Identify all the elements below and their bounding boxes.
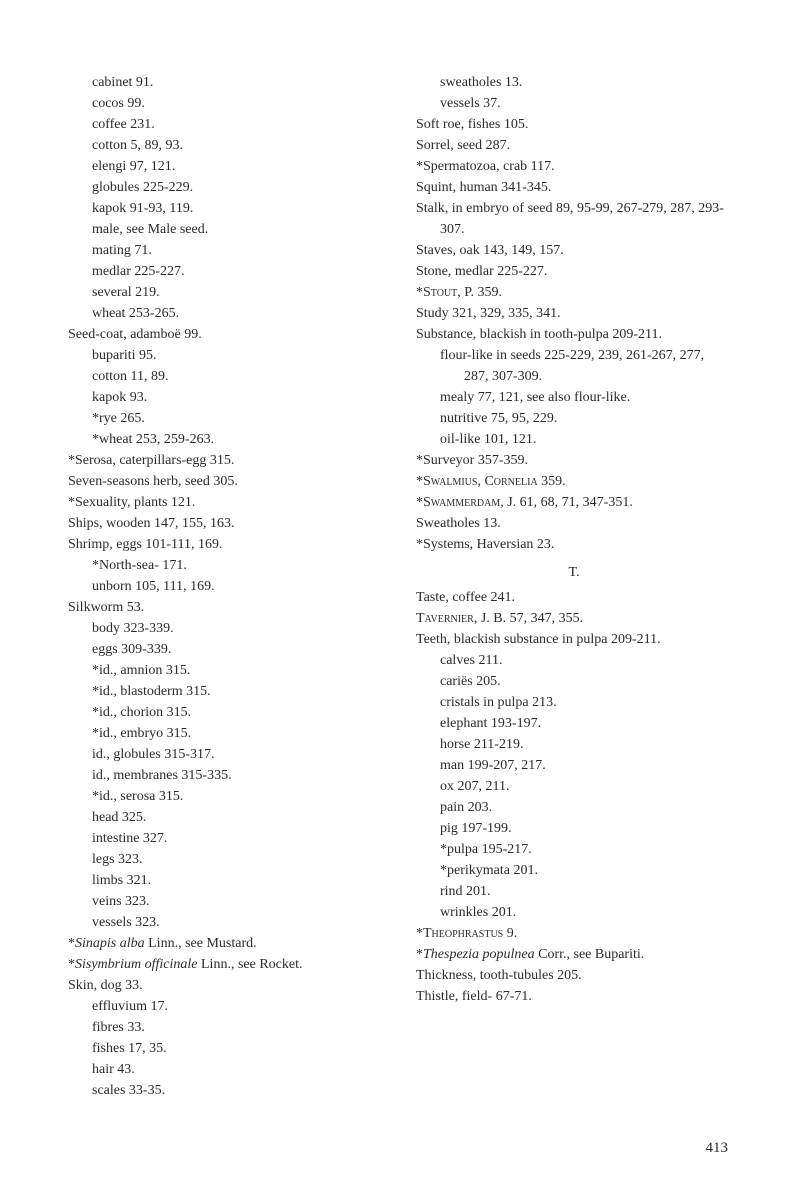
index-entry: *Spermatozoa, crab 117.: [416, 156, 732, 177]
index-entry: *Theophrastus 9.: [416, 923, 732, 944]
index-entry: effluvium 17.: [68, 996, 384, 1017]
index-entry: veins 323.: [68, 891, 384, 912]
index-entry: Substance, blackish in tooth-pulpa 209-2…: [416, 324, 732, 345]
index-entry: bupariti 95.: [68, 345, 384, 366]
index-entry: *pulpa 195-217.: [416, 839, 732, 860]
index-entry: nutritive 75, 95, 229.: [416, 408, 732, 429]
index-entry: Stalk, in embryo of seed 89, 95-99, 267-…: [416, 198, 732, 240]
index-entry: *Sexuality, plants 121.: [68, 492, 384, 513]
index-entry: *North-sea- 171.: [68, 555, 384, 576]
index-entry: Squint, human 341-345.: [416, 177, 732, 198]
index-entry: pig 197-199.: [416, 818, 732, 839]
index-entry: coffee 231.: [68, 114, 384, 135]
index-entry: scales 33-35.: [68, 1080, 384, 1101]
index-entry: flour-like in seeds 225-229, 239, 261-26…: [416, 345, 732, 387]
index-entry: *Surveyor 357-359.: [416, 450, 732, 471]
index-entry: *rye 265.: [68, 408, 384, 429]
index-entry: cocos 99.: [68, 93, 384, 114]
index-entry: sweatholes 13.: [416, 72, 732, 93]
index-entry: Taste, coffee 241.: [416, 587, 732, 608]
index-entry: cotton 5, 89, 93.: [68, 135, 384, 156]
index-entry: mating 71.: [68, 240, 384, 261]
index-entry: *id., embryo 315.: [68, 723, 384, 744]
index-entry: several 219.: [68, 282, 384, 303]
index-entry: mealy 77, 121, see also flour-like.: [416, 387, 732, 408]
index-entry: head 325.: [68, 807, 384, 828]
index-columns: cabinet 91.cocos 99.coffee 231.cotton 5,…: [68, 72, 732, 1101]
index-entry: cotton 11, 89.: [68, 366, 384, 387]
index-entry: Seed-coat, adamboë 99.: [68, 324, 384, 345]
index-entry: Thistle, field- 67-71.: [416, 986, 732, 1007]
index-entry: kapok 93.: [68, 387, 384, 408]
index-entry: legs 323.: [68, 849, 384, 870]
index-entry: cabinet 91.: [68, 72, 384, 93]
index-entry: *Stout, P. 359.: [416, 282, 732, 303]
index-entry: body 323-339.: [68, 618, 384, 639]
index-entry: Study 321, 329, 335, 341.: [416, 303, 732, 324]
index-entry: calves 211.: [416, 650, 732, 671]
index-entry: Staves, oak 143, 149, 157.: [416, 240, 732, 261]
page-number: 413: [706, 1140, 729, 1157]
index-entry: Ships, wooden 147, 155, 163.: [68, 513, 384, 534]
index-entry: oil-like 101, 121.: [416, 429, 732, 450]
index-entry: *Serosa, caterpillars-egg 315.: [68, 450, 384, 471]
index-entry: Stone, medlar 225-227.: [416, 261, 732, 282]
index-entry: pain 203.: [416, 797, 732, 818]
index-entry: Seven-seasons herb, seed 305.: [68, 471, 384, 492]
index-entry: *Sisymbrium officinale Linn., see Rocket…: [68, 954, 384, 975]
index-entry: cariës 205.: [416, 671, 732, 692]
index-entry: *perikymata 201.: [416, 860, 732, 881]
index-entry: wheat 253-265.: [68, 303, 384, 324]
index-entry: *Swalmius, Cornelia 359.: [416, 471, 732, 492]
index-entry: kapok 91-93, 119.: [68, 198, 384, 219]
index-entry: *id., chorion 315.: [68, 702, 384, 723]
index-entry: globules 225-229.: [68, 177, 384, 198]
index-entry: Teeth, blackish substance in pulpa 209-2…: [416, 629, 732, 650]
index-entry: elengi 97, 121.: [68, 156, 384, 177]
index-entry: horse 211-219.: [416, 734, 732, 755]
index-entry: man 199-207, 217.: [416, 755, 732, 776]
index-entry: Soft roe, fishes 105.: [416, 114, 732, 135]
index-entry: eggs 309-339.: [68, 639, 384, 660]
index-entry: *Sinapis alba Linn., see Mustard.: [68, 933, 384, 954]
index-entry: Silkworm 53.: [68, 597, 384, 618]
index-entry: elephant 193-197.: [416, 713, 732, 734]
index-entry: medlar 225-227.: [68, 261, 384, 282]
index-entry: *Thespezia populnea Corr., see Bupariti.: [416, 944, 732, 965]
index-entry: limbs 321.: [68, 870, 384, 891]
index-entry: Sweatholes 13.: [416, 513, 732, 534]
index-entry: Skin, dog 33.: [68, 975, 384, 996]
section-letter: T.: [416, 565, 732, 581]
index-entry: Thickness, tooth-tubules 205.: [416, 965, 732, 986]
index-entry: *wheat 253, 259-263.: [68, 429, 384, 450]
index-entry: vessels 323.: [68, 912, 384, 933]
index-entry: unborn 105, 111, 169.: [68, 576, 384, 597]
index-entry: *id., amnion 315.: [68, 660, 384, 681]
index-entry: fishes 17, 35.: [68, 1038, 384, 1059]
index-entry: Shrimp, eggs 101-111, 169.: [68, 534, 384, 555]
index-entry: *id., blastoderm 315.: [68, 681, 384, 702]
index-entry: wrinkles 201.: [416, 902, 732, 923]
index-entry: intestine 327.: [68, 828, 384, 849]
index-entry: *Swammerdam, J. 61, 68, 71, 347-351.: [416, 492, 732, 513]
index-entry: Sorrel, seed 287.: [416, 135, 732, 156]
index-entry: *Systems, Haversian 23.: [416, 534, 732, 555]
index-entry: Tavernier, J. B. 57, 347, 355.: [416, 608, 732, 629]
index-entry: hair 43.: [68, 1059, 384, 1080]
index-entry: cristals in pulpa 213.: [416, 692, 732, 713]
index-entry: fibres 33.: [68, 1017, 384, 1038]
left-column: cabinet 91.cocos 99.coffee 231.cotton 5,…: [68, 72, 384, 1101]
index-entry: rind 201.: [416, 881, 732, 902]
index-entry: vessels 37.: [416, 93, 732, 114]
right-column: sweatholes 13.vessels 37.Soft roe, fishe…: [416, 72, 732, 1101]
index-entry: id., globules 315-317.: [68, 744, 384, 765]
index-entry: *id., serosa 315.: [68, 786, 384, 807]
index-entry: ox 207, 211.: [416, 776, 732, 797]
index-entry: id., membranes 315-335.: [68, 765, 384, 786]
index-entry: male, see Male seed.: [68, 219, 384, 240]
